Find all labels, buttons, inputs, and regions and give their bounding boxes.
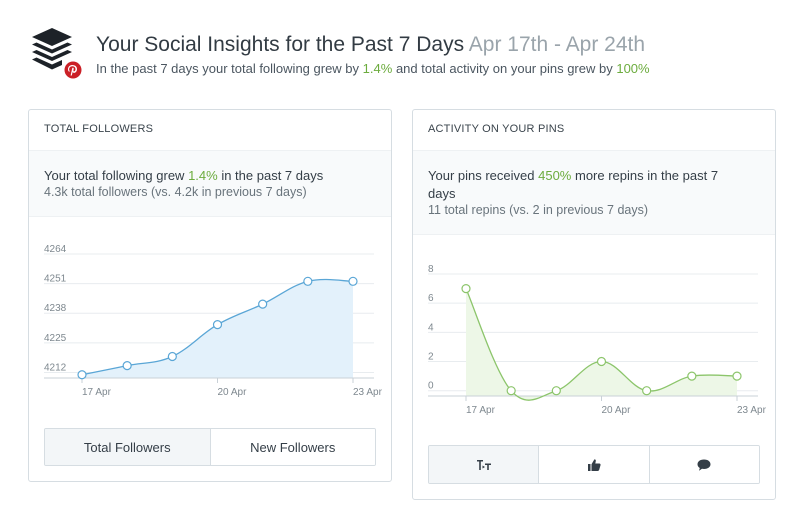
y-tick-label: 2 [428, 352, 434, 363]
summary-text-post: more repins in the past 7 days [428, 168, 719, 201]
followers-summary: Your total following grew 1.4% in the pa… [29, 150, 391, 217]
data-point[interactable] [348, 276, 358, 286]
pinterest-badge-icon [63, 60, 83, 80]
activity-growth-value: 100% [616, 61, 650, 76]
data-point[interactable] [258, 299, 268, 309]
data-point[interactable] [77, 370, 87, 380]
subtitle-text-mid: and total activity on your pins grew by [395, 61, 613, 76]
pins-metric-toggle [428, 445, 760, 484]
pins-detail: 11 total repins (vs. 2 in previous 7 day… [428, 203, 649, 217]
pins-summary-text: Your pins received 450% more repins in t… [428, 167, 748, 203]
followers-chart: 4212 4225 4238 4251 4264 17 Apr 20 Apr 23 Apr [44, 244, 383, 398]
data-point[interactable] [732, 371, 742, 381]
repins-button[interactable] [429, 446, 539, 483]
summary-text: Your total following grew [44, 168, 185, 183]
data-point[interactable] [122, 361, 132, 371]
page-subtitle: In the past 7 days your total following … [96, 61, 650, 76]
repin-icon [476, 459, 491, 470]
x-tick-label: 17 Apr [82, 387, 112, 398]
data-point[interactable] [461, 283, 471, 294]
x-tick-label: 23 Apr [737, 405, 767, 416]
subtitle-text: In the past 7 days your total following … [96, 61, 360, 76]
date-range: Apr 17th - Apr 24th [468, 33, 646, 56]
comments-button[interactable] [648, 446, 759, 483]
area-fill [466, 288, 737, 401]
data-point[interactable] [596, 356, 607, 367]
page-title-text: Your Social Insights for the Past 7 Days [96, 33, 465, 56]
data-point[interactable] [506, 386, 516, 396]
comment-icon [697, 459, 711, 471]
card-title: ACTIVITY ON YOUR PINS [428, 123, 565, 135]
y-tick-label: 4 [428, 322, 434, 333]
page-title: Your Social Insights for the Past 7 Days… [96, 33, 645, 57]
y-tick-label: 6 [428, 293, 434, 304]
y-tick-label: 8 [428, 264, 434, 275]
total-followers-button[interactable]: Total Followers [45, 429, 210, 465]
pins-chart: 0 2 4 6 8 17 Apr 20 Apr 23 Apr [428, 264, 767, 416]
x-tick-label: 20 Apr [218, 387, 248, 398]
thumbs-up-icon [587, 458, 601, 471]
y-tick-label: 4251 [44, 274, 67, 285]
card-title: TOTAL FOLLOWERS [44, 123, 154, 135]
buffer-stack-icon [28, 26, 84, 80]
followers-growth-value: 1.4% [188, 168, 218, 183]
y-tick-label: 4264 [44, 244, 67, 255]
summary-text: Your pins received [428, 168, 535, 183]
data-point[interactable] [303, 276, 313, 286]
insights-header: Your Social Insights for the Past 7 Days… [28, 26, 798, 86]
y-tick-label: 4212 [44, 362, 67, 373]
summary-text-post: in the past 7 days [221, 168, 324, 183]
repins-growth-value: 450% [538, 168, 572, 183]
data-point[interactable] [551, 386, 561, 396]
data-point[interactable] [642, 386, 652, 396]
data-point[interactable] [212, 320, 223, 330]
new-followers-button[interactable]: New Followers [209, 429, 375, 465]
x-tick-label: 17 Apr [466, 405, 496, 416]
x-tick-label: 20 Apr [602, 405, 632, 416]
pin-activity-card: ACTIVITY ON YOUR PINS Your pins received… [412, 109, 776, 500]
likes-button[interactable] [538, 446, 649, 483]
y-tick-label: 4225 [44, 333, 67, 344]
followers-detail: 4.3k total followers (vs. 4.2k in previo… [44, 185, 307, 199]
data-point[interactable] [167, 351, 177, 362]
followers-toggle: Total Followers New Followers [44, 428, 376, 466]
total-followers-card: TOTAL FOLLOWERS Your total following gre… [28, 109, 392, 482]
pins-summary: Your pins received 450% more repins in t… [413, 150, 775, 235]
y-tick-label: 4238 [44, 303, 67, 314]
following-growth-value: 1.4% [362, 61, 393, 76]
data-point[interactable] [687, 371, 697, 381]
y-tick-label: 0 [428, 381, 434, 392]
followers-summary-text: Your total following grew 1.4% in the pa… [44, 167, 364, 185]
x-tick-label: 23 Apr [353, 387, 383, 398]
